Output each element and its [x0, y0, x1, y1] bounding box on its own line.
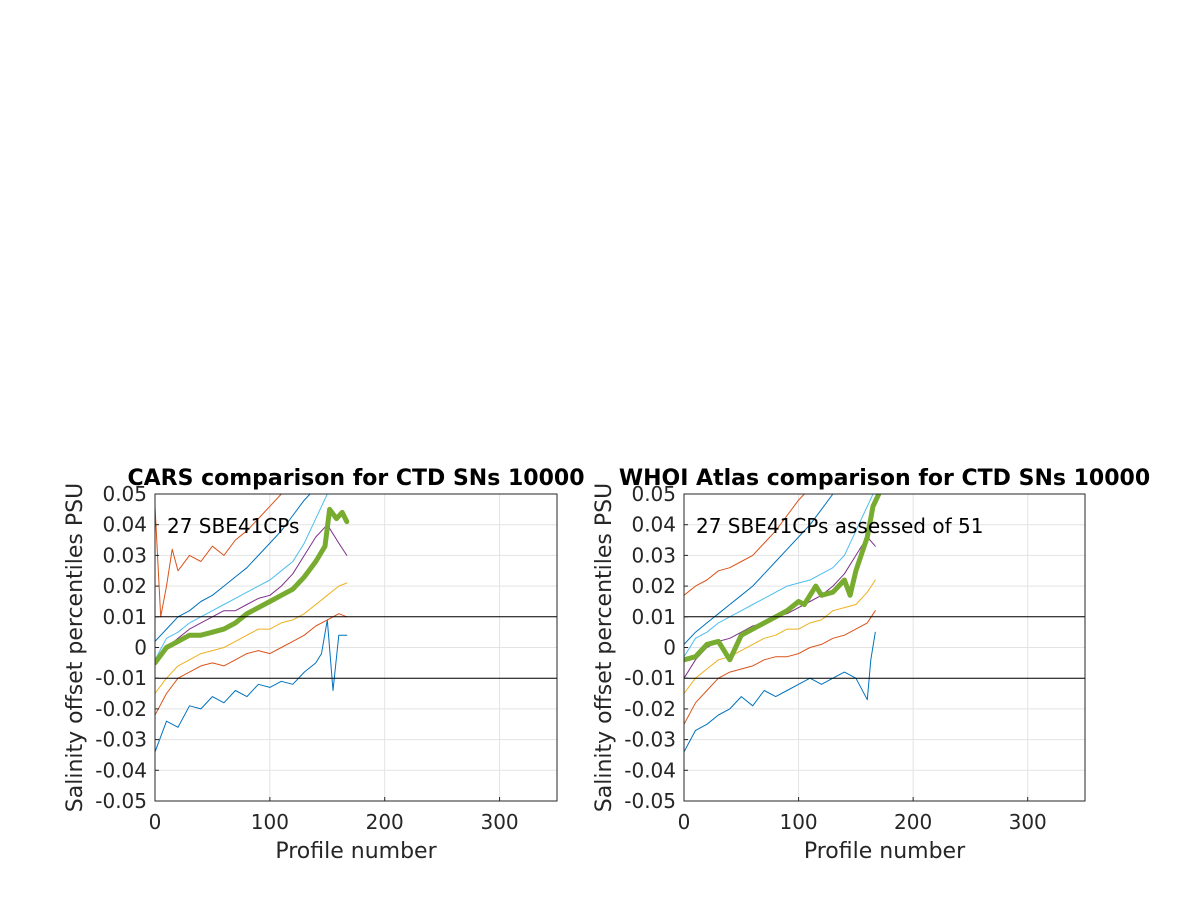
series-line-2: [684, 610, 876, 725]
x-tick-label: 100: [779, 810, 817, 834]
series-line-6: [155, 494, 311, 642]
chart-title: CARS comparison for CTD SNs 10000: [127, 466, 584, 491]
series-line-8: [155, 506, 350, 666]
y-tick-label: -0.02: [624, 697, 676, 721]
x-tick-label: 0: [149, 810, 162, 834]
y-tick-label: -0.05: [95, 789, 147, 813]
chart-annotation: 27 SBE41CPs: [167, 514, 299, 538]
x-tick-label: 300: [1009, 810, 1047, 834]
y-tick-label: 0.02: [102, 574, 147, 598]
y-tick-label: 0.02: [631, 574, 676, 598]
y-tick-label: 0.05: [631, 482, 676, 506]
series-line-6: [684, 494, 834, 645]
y-tick-label: -0.04: [95, 758, 147, 782]
series-line-1: [155, 619, 348, 753]
y-axis-label: Salinity offset percentiles PSU: [63, 483, 88, 812]
y-tick-label: 0.05: [102, 482, 147, 506]
y-tick-label: -0.04: [624, 758, 676, 782]
y-tick-label: 0.01: [631, 605, 676, 629]
series-line-3: [155, 582, 348, 694]
y-tick-label: -0.01: [95, 666, 147, 690]
chart-annotation: 27 SBE41CPs assessed of 51: [696, 514, 983, 538]
chart-title: WHOI Atlas comparison for CTD SNs 10000: [619, 466, 1150, 491]
series-line-7: [684, 494, 805, 596]
data-series-group: [684, 494, 882, 753]
y-tick-label: 0: [134, 636, 147, 660]
series-line-4: [155, 524, 348, 664]
y-tick-label: 0.03: [102, 543, 147, 567]
series-line-2: [155, 613, 348, 716]
x-tick-label: 100: [251, 810, 289, 834]
series-line-3: [684, 579, 876, 694]
y-tick-label: 0.04: [631, 513, 676, 537]
y-tick-label: 0.03: [631, 543, 676, 567]
y-tick-label: 0.01: [102, 605, 147, 629]
x-axis-label: Profile number: [275, 839, 437, 864]
y-tick-label: -0.02: [95, 697, 147, 721]
y-axis-label: Salinity offset percentiles PSU: [592, 483, 617, 812]
x-tick-label: 200: [366, 810, 404, 834]
x-tick-label: 0: [678, 810, 691, 834]
series-line-5: [684, 494, 874, 658]
series-line-8: [684, 494, 882, 663]
x-tick-label: 300: [480, 810, 518, 834]
y-tick-label: -0.01: [624, 666, 676, 690]
series-line-7: [155, 494, 282, 618]
y-tick-label: -0.03: [95, 728, 147, 752]
chart-panel-2: 0 100 200 300 -0.05 -0.04 -0.03 -0.02 -0.01 0 0.01…: [592, 466, 1150, 864]
data-series-group: [155, 494, 350, 753]
series-line-5: [155, 494, 328, 661]
y-tick-label: 0: [663, 636, 676, 660]
y-tick-label: -0.03: [624, 728, 676, 752]
y-tick-label: -0.05: [624, 789, 676, 813]
x-tick-label: 200: [894, 810, 932, 834]
y-tick-label: 0.04: [102, 513, 147, 537]
chart-panel-1: 0 100 200 300 -0.05 -0.04 -0.03 -0.02 -0.01 0 0.01…: [63, 466, 585, 864]
x-axis-label: Profile number: [804, 839, 966, 864]
